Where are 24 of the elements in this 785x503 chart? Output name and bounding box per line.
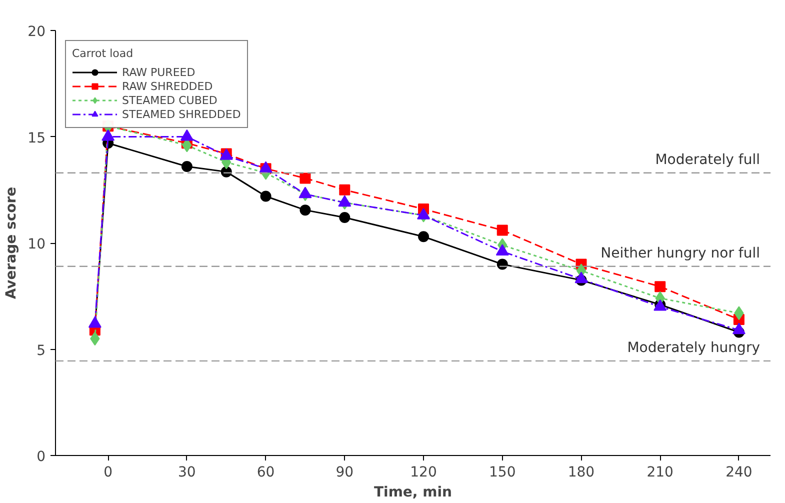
ref-line-label: Moderately full <box>655 152 760 168</box>
legend-label: RAW SHREDDED <box>122 79 213 93</box>
y-axis-title: Average score <box>4 186 20 300</box>
x-axis-title: Time, min <box>374 484 452 500</box>
y-tick-label: 10 <box>28 236 46 252</box>
x-tick-label: 120 <box>410 464 437 480</box>
legend-label: STEAMED CUBED <box>122 93 218 107</box>
y-tick-label: 20 <box>28 24 46 40</box>
x-tick-label: 180 <box>568 464 595 480</box>
x-tick-label: 90 <box>336 464 354 480</box>
x-tick-label: 60 <box>256 464 275 480</box>
legend-title: Carrot load <box>72 47 134 60</box>
x-tick-label: 210 <box>646 464 674 480</box>
x-tick-label: 240 <box>726 464 752 480</box>
x-tick-label: 0 <box>104 464 113 480</box>
x-tick-label: 30 <box>178 464 196 480</box>
ref-line-label: Neither hungry nor full <box>600 245 760 262</box>
y-tick-label: 0 <box>36 449 46 465</box>
y-tick-label: 15 <box>28 130 46 146</box>
legend-label: RAW PUREED <box>122 65 196 79</box>
y-tick-label: 5 <box>36 342 46 359</box>
legend-label: STEAMED SHREDDED <box>122 107 241 121</box>
ref-line-label: Moderately hungry <box>627 340 760 356</box>
x-tick-label: 150 <box>489 464 516 480</box>
